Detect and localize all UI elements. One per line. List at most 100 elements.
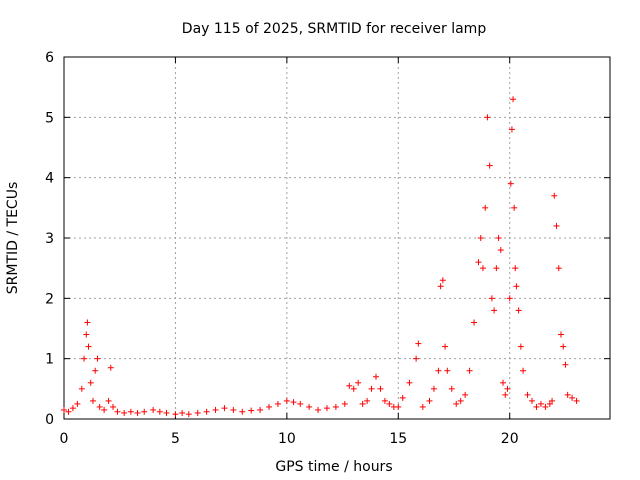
data-point xyxy=(94,355,101,362)
data-point xyxy=(557,331,564,338)
data-point xyxy=(517,343,524,350)
data-point xyxy=(482,204,489,211)
data-point xyxy=(368,385,375,392)
data-point xyxy=(486,162,493,169)
data-point xyxy=(359,400,366,407)
data-point xyxy=(78,385,85,392)
data-point xyxy=(549,397,556,404)
data-point xyxy=(497,247,504,254)
y-tick-label: 3 xyxy=(45,231,54,247)
data-point xyxy=(377,385,384,392)
data-point xyxy=(475,259,482,266)
data-point xyxy=(105,397,112,404)
data-point xyxy=(510,96,517,103)
data-point xyxy=(172,411,179,418)
x-tick-label: 5 xyxy=(171,431,180,447)
data-point xyxy=(364,397,371,404)
x-tick-label: 0 xyxy=(60,431,69,447)
data-point xyxy=(87,379,94,386)
data-point xyxy=(141,408,148,415)
data-point xyxy=(508,126,515,133)
x-tick-label: 15 xyxy=(389,431,407,447)
data-point xyxy=(444,367,451,374)
data-point xyxy=(419,403,426,410)
data-point xyxy=(491,307,498,314)
data-point xyxy=(413,355,420,362)
data-point xyxy=(212,406,219,413)
data-point xyxy=(551,192,558,199)
data-point xyxy=(65,408,72,415)
data-point xyxy=(435,367,442,374)
data-point xyxy=(341,400,348,407)
data-point xyxy=(121,409,128,416)
data-point xyxy=(462,391,469,398)
data-point xyxy=(529,397,535,404)
data-point xyxy=(512,265,519,272)
data-point xyxy=(306,403,313,410)
data-point xyxy=(399,394,406,401)
data-point xyxy=(156,408,163,415)
data-point xyxy=(386,400,393,407)
grid xyxy=(64,57,610,419)
data-point xyxy=(61,406,67,413)
x-tick-label: 20 xyxy=(501,431,519,447)
data-point xyxy=(466,367,473,374)
data-point xyxy=(430,385,437,392)
data-point xyxy=(495,235,502,241)
data-point xyxy=(504,385,511,392)
data-point xyxy=(426,397,433,404)
data-point xyxy=(323,405,330,412)
data-point xyxy=(297,400,304,407)
data-point xyxy=(89,397,96,404)
data-point xyxy=(283,397,290,404)
data-point xyxy=(562,361,569,368)
data-point xyxy=(524,391,531,398)
data-point xyxy=(221,405,228,412)
data-point xyxy=(488,295,495,302)
y-tick-label: 1 xyxy=(45,352,54,368)
data-point xyxy=(373,373,379,380)
data-point xyxy=(134,409,141,416)
data-point xyxy=(511,204,518,211)
data-point xyxy=(569,394,576,401)
data-point xyxy=(507,180,514,187)
data-point xyxy=(564,391,571,398)
data-point xyxy=(555,265,562,272)
data-point xyxy=(415,340,422,347)
data-point xyxy=(290,399,297,406)
y-axis-label: SRMTID / TECUs xyxy=(5,182,21,295)
data-point xyxy=(448,385,455,392)
data-point xyxy=(266,403,273,410)
data-point xyxy=(537,400,544,407)
data-point xyxy=(274,400,281,407)
data-point xyxy=(114,408,121,415)
data-point xyxy=(81,355,88,362)
data-point xyxy=(179,409,186,416)
y-tick-label: 0 xyxy=(45,412,54,428)
data-point xyxy=(239,408,246,415)
data-point xyxy=(381,397,388,404)
data-point xyxy=(163,409,170,416)
y-tick-label: 5 xyxy=(45,110,54,126)
data-point xyxy=(553,222,560,229)
data-point xyxy=(573,397,580,404)
data-point xyxy=(493,265,500,272)
data-point xyxy=(74,400,81,407)
data-point xyxy=(500,379,507,386)
data-point xyxy=(69,405,76,412)
y-tick-label: 2 xyxy=(45,291,54,307)
data-point xyxy=(257,406,264,413)
data-point xyxy=(355,379,362,386)
data-point xyxy=(110,403,117,410)
data-point xyxy=(83,331,90,338)
data-point xyxy=(85,343,92,350)
axes: 0 1 2 3 4 5 6 0 5 10 15 20 xyxy=(45,50,610,447)
data-point xyxy=(230,406,237,413)
data-point xyxy=(513,283,520,290)
data-point xyxy=(439,277,446,284)
data-point xyxy=(457,397,464,404)
chart-title: Day 115 of 2025, SRMTID for receiver lam… xyxy=(182,21,487,37)
data-point xyxy=(560,343,567,350)
data-point xyxy=(350,385,357,392)
